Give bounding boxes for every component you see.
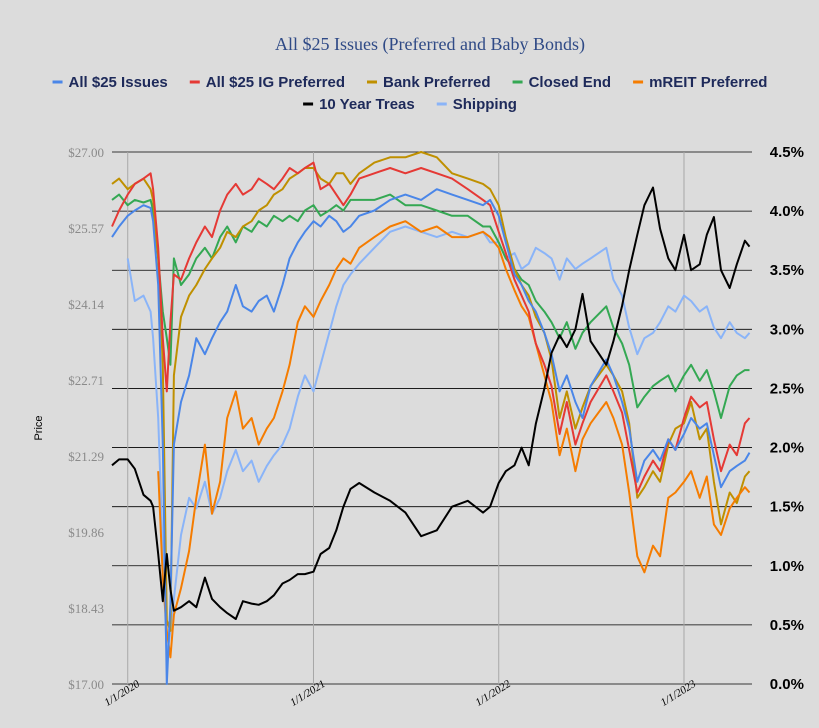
series-line-bank-preferred bbox=[111, 151, 751, 632]
y-tick-label-left: $21.29 bbox=[68, 449, 104, 464]
y-axis-left: $17.00 $18.43 $19.86 $21.29 $22.71 $24.14 $25.… bbox=[68, 145, 104, 692]
legend-label: All $25 IG Preferred bbox=[206, 74, 345, 91]
y-axis-label: Price bbox=[33, 415, 45, 440]
y-tick-label-left: $25.57 bbox=[68, 221, 104, 236]
legend-label: All $25 Issues bbox=[69, 74, 168, 91]
legend-label: Shipping bbox=[453, 96, 517, 113]
chart-title: All $25 Issues (Preferred and Baby Bonds… bbox=[275, 34, 585, 55]
series-lines bbox=[111, 151, 751, 685]
y-tick-label-right: 4.5% bbox=[770, 144, 804, 161]
y-tick-label-right: 0.5% bbox=[770, 617, 804, 634]
y-tick-label-left: $17.00 bbox=[68, 677, 104, 692]
y-tick-label-right: 4.0% bbox=[770, 203, 804, 220]
y-tick-label-left: $24.14 bbox=[68, 297, 104, 312]
legend-label: Bank Preferred bbox=[383, 74, 491, 91]
legend-label: 10 Year Treas bbox=[319, 96, 415, 113]
y-axis-right: 0.0% 0.5% 1.0% 1.5% 2.0% 2.5% 3.0% 3.5% 4.0% 4.5% bbox=[770, 144, 804, 693]
gridlines bbox=[112, 151, 752, 685]
series-line-10-year-treas bbox=[111, 186, 751, 620]
legend: All $25 Issues All $25 IG Preferred Bank P… bbox=[52, 74, 767, 113]
y-tick-label-left: $19.86 bbox=[68, 525, 104, 540]
legend-label: Closed End bbox=[529, 74, 612, 91]
y-tick-label-right: 0.0% bbox=[770, 676, 804, 693]
y-tick-label-left: $27.00 bbox=[68, 145, 104, 160]
y-tick-label-left: $22.71 bbox=[68, 373, 104, 388]
y-tick-label-right: 2.0% bbox=[770, 440, 804, 457]
y-tick-label-right: 1.0% bbox=[770, 558, 804, 575]
y-tick-label-right: 2.5% bbox=[770, 380, 804, 397]
series-line-all-25-ig-preferred bbox=[111, 161, 751, 494]
y-tick-label-right: 3.0% bbox=[770, 321, 804, 338]
y-tick-label-right: 3.5% bbox=[770, 262, 804, 279]
series-line-shipping bbox=[126, 225, 751, 659]
y-tick-label-right: 1.5% bbox=[770, 499, 804, 516]
series-line-closed-end bbox=[111, 193, 750, 419]
legend-label: mREIT Preferred bbox=[649, 74, 767, 91]
series-line-mreit-preferred bbox=[157, 220, 751, 659]
series-line-all-25-issues bbox=[111, 188, 751, 685]
y-tick-label-left: $18.43 bbox=[68, 601, 104, 616]
